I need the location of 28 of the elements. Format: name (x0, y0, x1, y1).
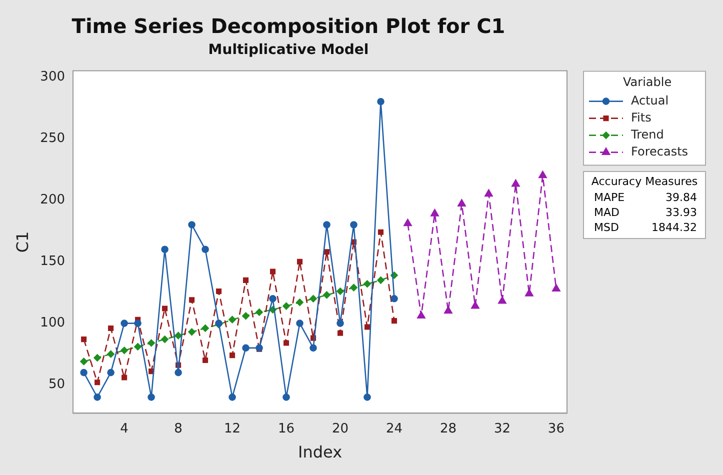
x-tick-label: 36 (548, 421, 564, 436)
text: MSD 1844.32 (594, 220, 697, 234)
x-tick-label: 12 (224, 421, 241, 436)
x-tick-label: 24 (386, 421, 403, 436)
text: MAD 33.93 (594, 206, 697, 219)
legend-label: Fits (631, 110, 652, 124)
x-tick-label: 8 (174, 421, 182, 436)
chart-title: Time Series Decomposition Plot for C1 (72, 14, 506, 38)
legend-label: Forecasts (631, 144, 688, 158)
y-tick-label: 150 (40, 254, 66, 270)
y-axis-title: C1 (12, 231, 32, 253)
y-tick-label: 50 (48, 377, 66, 392)
y-tick-label: 300 (40, 69, 66, 84)
x-tick-label: 16 (278, 421, 295, 436)
x-axis-title: Index (298, 442, 342, 462)
chart-subtitle: Multiplicative Model (208, 42, 369, 58)
x-tick-label: 28 (440, 421, 456, 436)
x-tick-label: 20 (332, 421, 349, 436)
legend-label: Trend (630, 127, 664, 142)
x-tick-label: 4 (120, 421, 128, 436)
legend-title: Variable (623, 74, 672, 89)
text: MAPE 39.84 (594, 190, 697, 204)
x-tick-label: 32 (494, 421, 510, 436)
y-tick-label: 200 (40, 192, 66, 208)
y-tick-label: 250 (40, 130, 66, 146)
text: Accuracy Measures (590, 174, 699, 188)
legend-label: Actual (631, 93, 669, 108)
y-tick-label: 100 (40, 316, 66, 331)
